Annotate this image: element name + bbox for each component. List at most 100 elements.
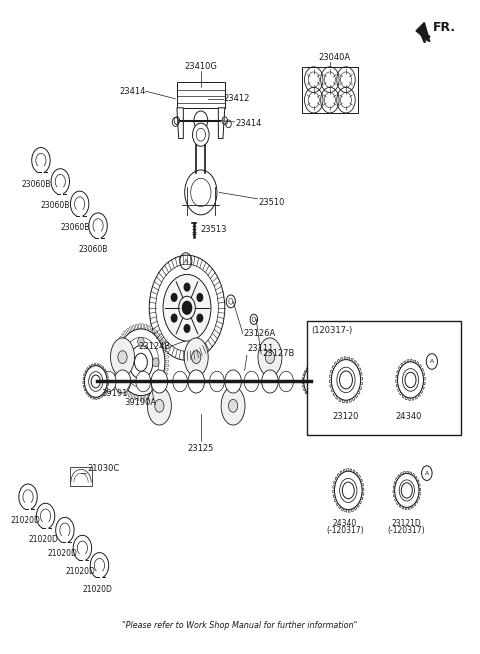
Text: 23060B: 23060B [22, 180, 51, 188]
Polygon shape [326, 383, 328, 385]
Circle shape [397, 362, 423, 398]
Polygon shape [404, 361, 406, 364]
Polygon shape [118, 339, 121, 344]
Polygon shape [153, 390, 156, 395]
Bar [177, 82, 225, 108]
Polygon shape [422, 387, 424, 389]
Polygon shape [330, 385, 332, 388]
Text: 23060B: 23060B [79, 245, 108, 254]
Ellipse shape [221, 387, 245, 425]
Text: 23111: 23111 [247, 343, 273, 353]
Text: 23414: 23414 [119, 86, 145, 95]
Polygon shape [105, 390, 107, 392]
Text: 23412: 23412 [224, 94, 250, 103]
Circle shape [101, 371, 116, 392]
Polygon shape [316, 364, 318, 366]
Text: 24340: 24340 [395, 411, 421, 421]
Circle shape [395, 473, 419, 508]
Polygon shape [143, 395, 145, 400]
Polygon shape [401, 363, 403, 366]
Text: A: A [425, 471, 429, 475]
Circle shape [184, 283, 190, 291]
Polygon shape [113, 364, 117, 367]
Text: 23410G: 23410G [184, 61, 217, 71]
Polygon shape [396, 370, 399, 373]
Polygon shape [315, 397, 316, 400]
Polygon shape [360, 382, 362, 385]
Polygon shape [324, 390, 326, 392]
Polygon shape [177, 108, 183, 139]
Polygon shape [162, 343, 166, 347]
Polygon shape [423, 382, 425, 385]
Circle shape [136, 371, 151, 392]
Polygon shape [360, 372, 362, 375]
Polygon shape [398, 366, 401, 370]
Polygon shape [113, 360, 117, 362]
Polygon shape [87, 368, 89, 370]
Polygon shape [83, 381, 84, 383]
Polygon shape [128, 392, 131, 397]
Circle shape [188, 370, 204, 393]
Polygon shape [331, 388, 334, 392]
Polygon shape [412, 398, 414, 400]
Polygon shape [84, 373, 85, 376]
Circle shape [182, 301, 192, 314]
Polygon shape [402, 506, 404, 509]
Polygon shape [360, 377, 362, 380]
Polygon shape [396, 380, 397, 383]
Circle shape [138, 337, 144, 346]
Polygon shape [161, 379, 165, 383]
Polygon shape [394, 494, 396, 497]
Text: 21030C: 21030C [87, 464, 119, 473]
Bar [307, 320, 461, 435]
Circle shape [228, 400, 238, 412]
Circle shape [138, 379, 144, 387]
Polygon shape [156, 333, 160, 338]
Polygon shape [419, 488, 420, 490]
Polygon shape [155, 330, 158, 336]
Polygon shape [396, 502, 399, 505]
Polygon shape [164, 351, 168, 354]
Polygon shape [420, 390, 422, 394]
Polygon shape [416, 22, 430, 42]
Polygon shape [418, 394, 420, 397]
Polygon shape [416, 500, 418, 503]
Polygon shape [92, 364, 93, 367]
Polygon shape [412, 473, 415, 477]
Polygon shape [340, 358, 343, 361]
Text: 24340: 24340 [333, 519, 357, 528]
Polygon shape [414, 503, 416, 506]
Polygon shape [310, 396, 312, 398]
Polygon shape [360, 497, 363, 500]
Polygon shape [103, 392, 105, 396]
Polygon shape [341, 508, 344, 511]
Circle shape [118, 351, 127, 364]
Text: 23120: 23120 [333, 411, 359, 421]
Circle shape [123, 358, 129, 367]
Polygon shape [302, 381, 304, 383]
Polygon shape [114, 371, 119, 375]
Polygon shape [339, 398, 341, 402]
Polygon shape [127, 328, 130, 334]
Text: 39191: 39191 [102, 389, 128, 398]
Circle shape [335, 472, 362, 509]
Polygon shape [356, 472, 358, 475]
Text: 21020D: 21020D [11, 516, 41, 525]
Polygon shape [148, 393, 151, 399]
Polygon shape [332, 366, 335, 369]
Polygon shape [405, 397, 408, 400]
Polygon shape [336, 396, 338, 400]
Polygon shape [321, 366, 323, 369]
Circle shape [153, 358, 159, 367]
Polygon shape [417, 479, 419, 483]
Polygon shape [130, 326, 132, 332]
Polygon shape [86, 391, 88, 394]
Polygon shape [402, 395, 405, 398]
Polygon shape [325, 372, 327, 375]
Polygon shape [218, 108, 225, 139]
Text: 23510: 23510 [258, 198, 285, 207]
Text: 23513: 23513 [201, 225, 228, 234]
Circle shape [210, 371, 224, 392]
Circle shape [304, 366, 326, 397]
Circle shape [225, 370, 241, 393]
